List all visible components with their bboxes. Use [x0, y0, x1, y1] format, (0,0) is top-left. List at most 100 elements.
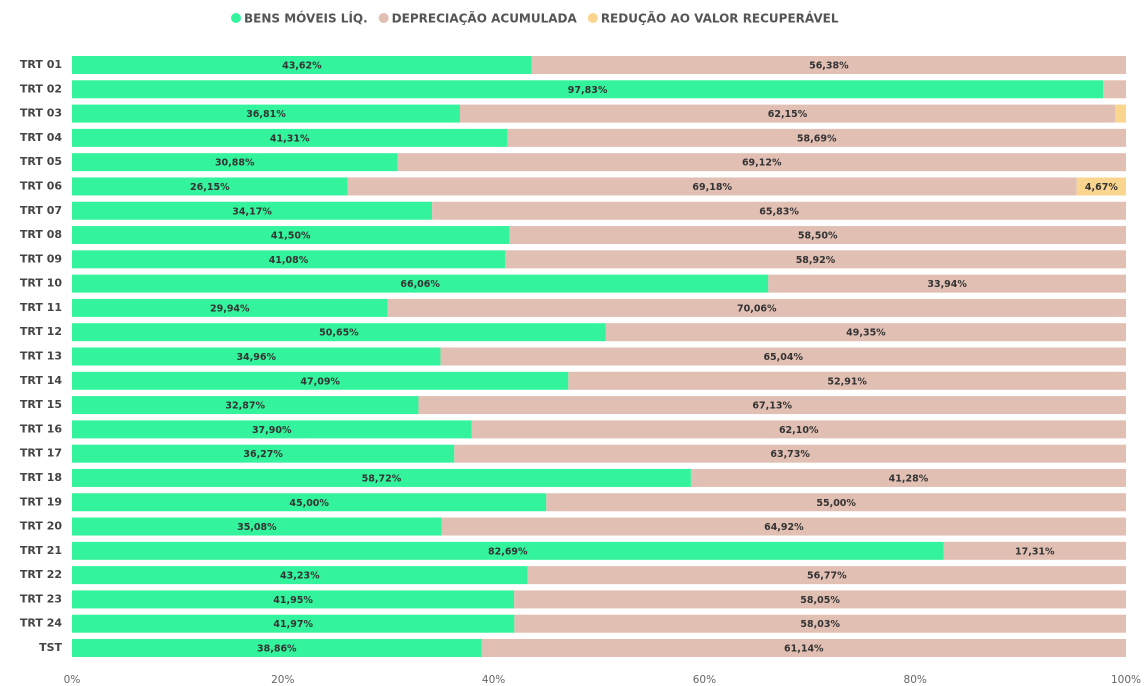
value-label: 58,92% — [796, 255, 836, 266]
value-label: 41,31% — [270, 133, 310, 144]
bar-segment — [72, 347, 441, 366]
bar-segment — [387, 298, 1126, 317]
bar-segment — [527, 566, 1126, 585]
category-label: TRT 18 — [20, 471, 62, 484]
legend-swatch — [378, 13, 389, 23]
legend-label: BENS MÓVEIS LÍQ. — [244, 11, 368, 26]
category-label: TST — [39, 641, 62, 654]
category-label: TRT 17 — [20, 447, 62, 460]
category-label: TRT 09 — [20, 252, 62, 265]
x-tick-label: 100% — [1111, 674, 1141, 686]
category-label: TRT 03 — [20, 107, 62, 120]
bar-segment — [1076, 177, 1126, 196]
value-label: 35,08% — [237, 522, 277, 533]
value-label: 43,62% — [282, 61, 322, 72]
bar-segment — [605, 323, 1126, 342]
value-label: 36,81% — [246, 109, 286, 120]
bar-segment — [768, 274, 1126, 293]
category-label: TRT 12 — [20, 325, 62, 338]
bar-segment — [72, 590, 515, 609]
category-label: TRT 23 — [20, 592, 62, 605]
value-label: 65,04% — [763, 352, 803, 363]
category-label: TRT 13 — [20, 350, 62, 363]
bar-segment — [514, 614, 1126, 633]
value-label: 32,87% — [225, 401, 265, 412]
bar-segment — [72, 493, 547, 512]
value-label: 43,23% — [280, 571, 320, 582]
bar-segment — [568, 371, 1126, 390]
value-label: 69,18% — [692, 182, 732, 193]
value-label: 62,15% — [768, 109, 808, 120]
value-label: 66,06% — [400, 279, 440, 290]
bar-segment — [72, 298, 388, 317]
value-label: 49,35% — [846, 328, 886, 339]
bar-segment — [72, 614, 515, 633]
bar-segment — [72, 444, 455, 463]
value-label: 36,27% — [243, 449, 283, 460]
value-label: 62,10% — [779, 425, 819, 436]
bar-segment — [459, 104, 1116, 123]
bar-segment — [72, 226, 510, 245]
bar-segment — [347, 177, 1077, 196]
category-label: TRT 07 — [20, 204, 62, 217]
value-label: 29,94% — [210, 303, 250, 314]
bar-segment — [441, 517, 1127, 536]
x-tick-label: 60% — [693, 674, 716, 686]
category-label: TRT 14 — [20, 374, 62, 387]
bar-segment — [1115, 104, 1126, 123]
x-tick-label: 20% — [271, 674, 294, 686]
bar-segment — [72, 517, 442, 536]
category-label: TRT 19 — [20, 495, 62, 508]
legend-swatch — [587, 13, 598, 23]
x-tick-label: 0% — [64, 674, 81, 686]
value-label: 58,05% — [800, 595, 840, 606]
value-label: 64,92% — [764, 522, 804, 533]
bar-segment — [546, 493, 1126, 512]
category-label: TRT 16 — [20, 422, 62, 435]
bar-segment — [507, 128, 1126, 147]
category-label: TRT 02 — [20, 82, 62, 95]
value-label: 63,73% — [770, 449, 810, 460]
bar-segment — [471, 420, 1126, 439]
bar-segment — [72, 104, 460, 123]
legend-label: DEPRECIAÇÃO ACUMULADA — [392, 11, 578, 26]
bar-segment — [72, 128, 508, 147]
value-label: 34,96% — [236, 352, 276, 363]
value-label: 34,17% — [232, 206, 272, 217]
value-label: 41,95% — [273, 595, 313, 606]
bar-segment — [72, 323, 606, 342]
bar-segment — [72, 541, 944, 560]
value-label: 58,69% — [797, 133, 837, 144]
value-label: 58,50% — [798, 231, 838, 242]
bar-segment — [72, 566, 528, 585]
bar-segment — [72, 396, 419, 415]
category-label: TRT 20 — [20, 520, 62, 533]
legend-swatch — [231, 13, 241, 23]
value-label: 30,88% — [215, 158, 255, 169]
category-label: TRT 06 — [20, 179, 62, 192]
bar-segment — [514, 590, 1126, 609]
value-label: 26,15% — [190, 182, 230, 193]
bar-segment — [72, 274, 769, 293]
category-label: TRT 08 — [20, 228, 62, 241]
bar-segment — [397, 153, 1126, 172]
legend-label: REDUÇÃO AO VALOR RECUPERÁVEL — [601, 11, 839, 26]
bar-segment — [72, 468, 691, 487]
bar-segment — [531, 56, 1126, 74]
category-label: TRT 10 — [20, 277, 62, 290]
bar-segment — [504, 250, 1127, 269]
x-tick-label: 80% — [904, 674, 927, 686]
bar-segment — [72, 177, 348, 196]
value-label: 38,86% — [257, 644, 297, 655]
category-label: TRT 04 — [20, 131, 62, 144]
bar-segment — [481, 639, 1126, 657]
value-label: 70,06% — [737, 303, 777, 314]
category-label: TRT 21 — [20, 544, 62, 557]
bar-segment — [72, 153, 398, 172]
value-label: 41,28% — [889, 473, 929, 484]
bar-segment — [72, 80, 1104, 99]
bar-segment — [690, 468, 1126, 487]
value-label: 65,83% — [759, 206, 799, 217]
value-label: 4,67% — [1085, 182, 1118, 193]
